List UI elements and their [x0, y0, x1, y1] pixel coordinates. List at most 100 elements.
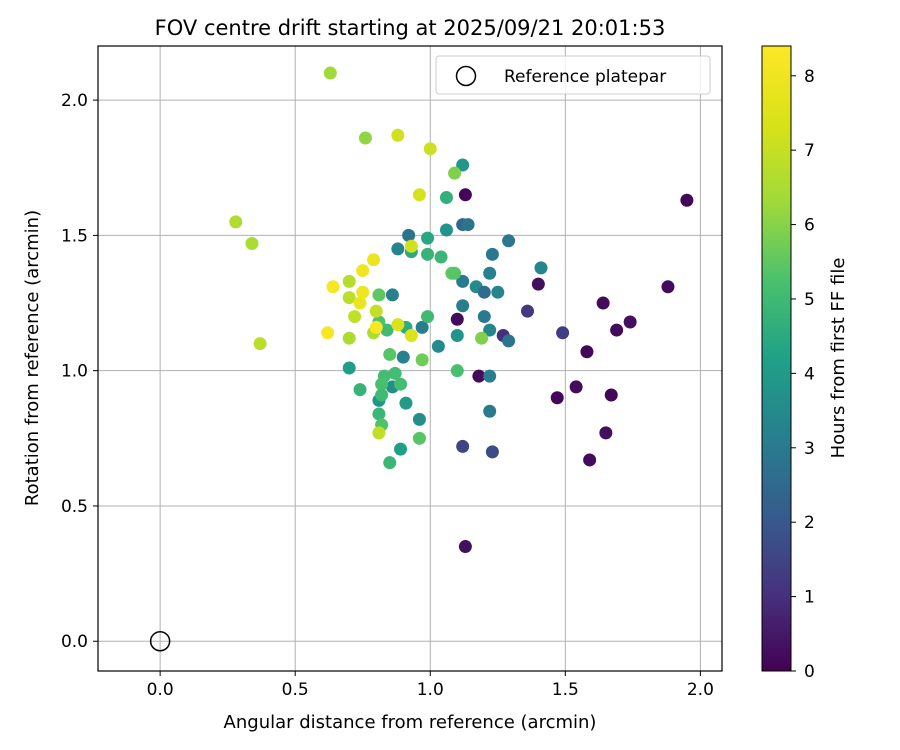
data-point: [456, 439, 470, 453]
colorbar: 0 1 2 3 4 5 6 7 8 Hours from first FF file: [761, 45, 849, 682]
data-point: [461, 218, 475, 232]
data-point: [485, 247, 499, 261]
x-tick-label: 1.0: [417, 680, 444, 700]
data-point: [391, 242, 405, 256]
data-point: [383, 456, 397, 470]
x-axis-ticks: 0.0 0.5 1.0 1.5 2.0: [147, 671, 714, 700]
data-point: [502, 234, 516, 248]
data-point: [583, 453, 597, 467]
legend: Reference platepar: [435, 55, 711, 95]
data-point: [326, 280, 340, 294]
data-point: [356, 285, 370, 299]
data-point: [450, 364, 464, 378]
legend-marker-icon: [455, 65, 477, 87]
data-point: [550, 391, 564, 405]
data-point: [485, 445, 499, 459]
data-point: [569, 380, 583, 394]
data-point: [391, 318, 405, 332]
data-point: [415, 353, 429, 367]
data-point: [483, 404, 497, 418]
data-point: [531, 277, 545, 291]
data-point: [245, 237, 259, 251]
data-point: [342, 331, 356, 345]
x-tick-label: 0.5: [282, 680, 309, 700]
y-tick-label: 1.0: [61, 362, 88, 382]
data-point: [421, 310, 435, 324]
data-point: [475, 331, 489, 345]
data-point: [491, 285, 505, 299]
data-point: [458, 188, 472, 202]
data-point: [353, 296, 367, 310]
data-point: [229, 215, 243, 229]
data-point: [412, 431, 426, 445]
colorbar-tick-label: 5: [804, 290, 815, 310]
data-point: [372, 407, 386, 421]
data-point: [412, 188, 426, 202]
data-point: [391, 128, 405, 142]
data-point: [375, 388, 389, 402]
y-tick-label: 0.5: [61, 497, 88, 517]
x-tick-label: 2.0: [687, 680, 714, 700]
colorbar-tick-label: 3: [804, 439, 815, 459]
data-point: [599, 426, 613, 440]
colorbar-label: Hours from first FF file: [828, 258, 849, 459]
data-point: [661, 280, 675, 294]
data-point: [434, 250, 448, 264]
data-point: [415, 320, 429, 334]
data-point: [596, 296, 610, 310]
legend-label: Reference platepar: [504, 67, 666, 87]
data-point: [380, 323, 394, 337]
data-point: [323, 66, 337, 80]
data-point: [348, 310, 362, 324]
data-point: [680, 193, 694, 207]
chart-title: FOV centre drift starting at 2025/09/21 …: [155, 16, 666, 40]
data-point: [402, 228, 416, 242]
colorbar-gradient: [761, 45, 792, 672]
data-point: [404, 239, 418, 253]
data-points: [229, 66, 694, 554]
data-point: [342, 361, 356, 375]
colorbar-tick-label: 2: [804, 513, 815, 533]
y-tick-label: 2.0: [61, 91, 88, 111]
data-point: [483, 323, 497, 337]
data-point: [396, 350, 410, 364]
legend-box: [435, 55, 711, 95]
colorbar-tick-label: 6: [804, 216, 815, 236]
x-tick-label: 1.5: [552, 680, 579, 700]
data-point: [472, 369, 486, 383]
data-point: [456, 274, 470, 288]
data-point: [448, 266, 462, 280]
data-point: [369, 320, 383, 334]
data-point: [394, 442, 408, 456]
colorbar-ticks: 0 1 2 3 4 5 6 7 8: [791, 67, 815, 682]
data-point: [439, 191, 453, 205]
data-point: [450, 329, 464, 343]
data-point: [372, 426, 386, 440]
data-point: [253, 337, 267, 351]
y-axis-label: Rotation from reference (arcmin): [22, 210, 43, 506]
data-point: [385, 288, 399, 302]
data-point: [356, 264, 370, 278]
data-point: [521, 304, 535, 318]
colorbar-tick-label: 7: [804, 141, 815, 161]
data-point: [456, 158, 470, 172]
data-point: [450, 312, 464, 326]
data-point: [439, 223, 453, 237]
data-point: [458, 540, 472, 554]
data-point: [456, 299, 470, 313]
data-point: [375, 377, 389, 391]
data-point: [367, 253, 381, 267]
data-point: [388, 366, 402, 380]
data-point: [534, 261, 548, 275]
y-axis-ticks: 0.0 0.5 1.0 1.5 2.0: [61, 91, 98, 652]
data-point: [321, 326, 335, 340]
data-point: [358, 131, 372, 145]
data-point: [423, 142, 437, 156]
colorbar-tick-label: 4: [804, 364, 815, 384]
data-point: [421, 231, 435, 245]
data-point: [483, 266, 497, 280]
data-point: [556, 326, 570, 340]
data-point: [421, 247, 435, 261]
